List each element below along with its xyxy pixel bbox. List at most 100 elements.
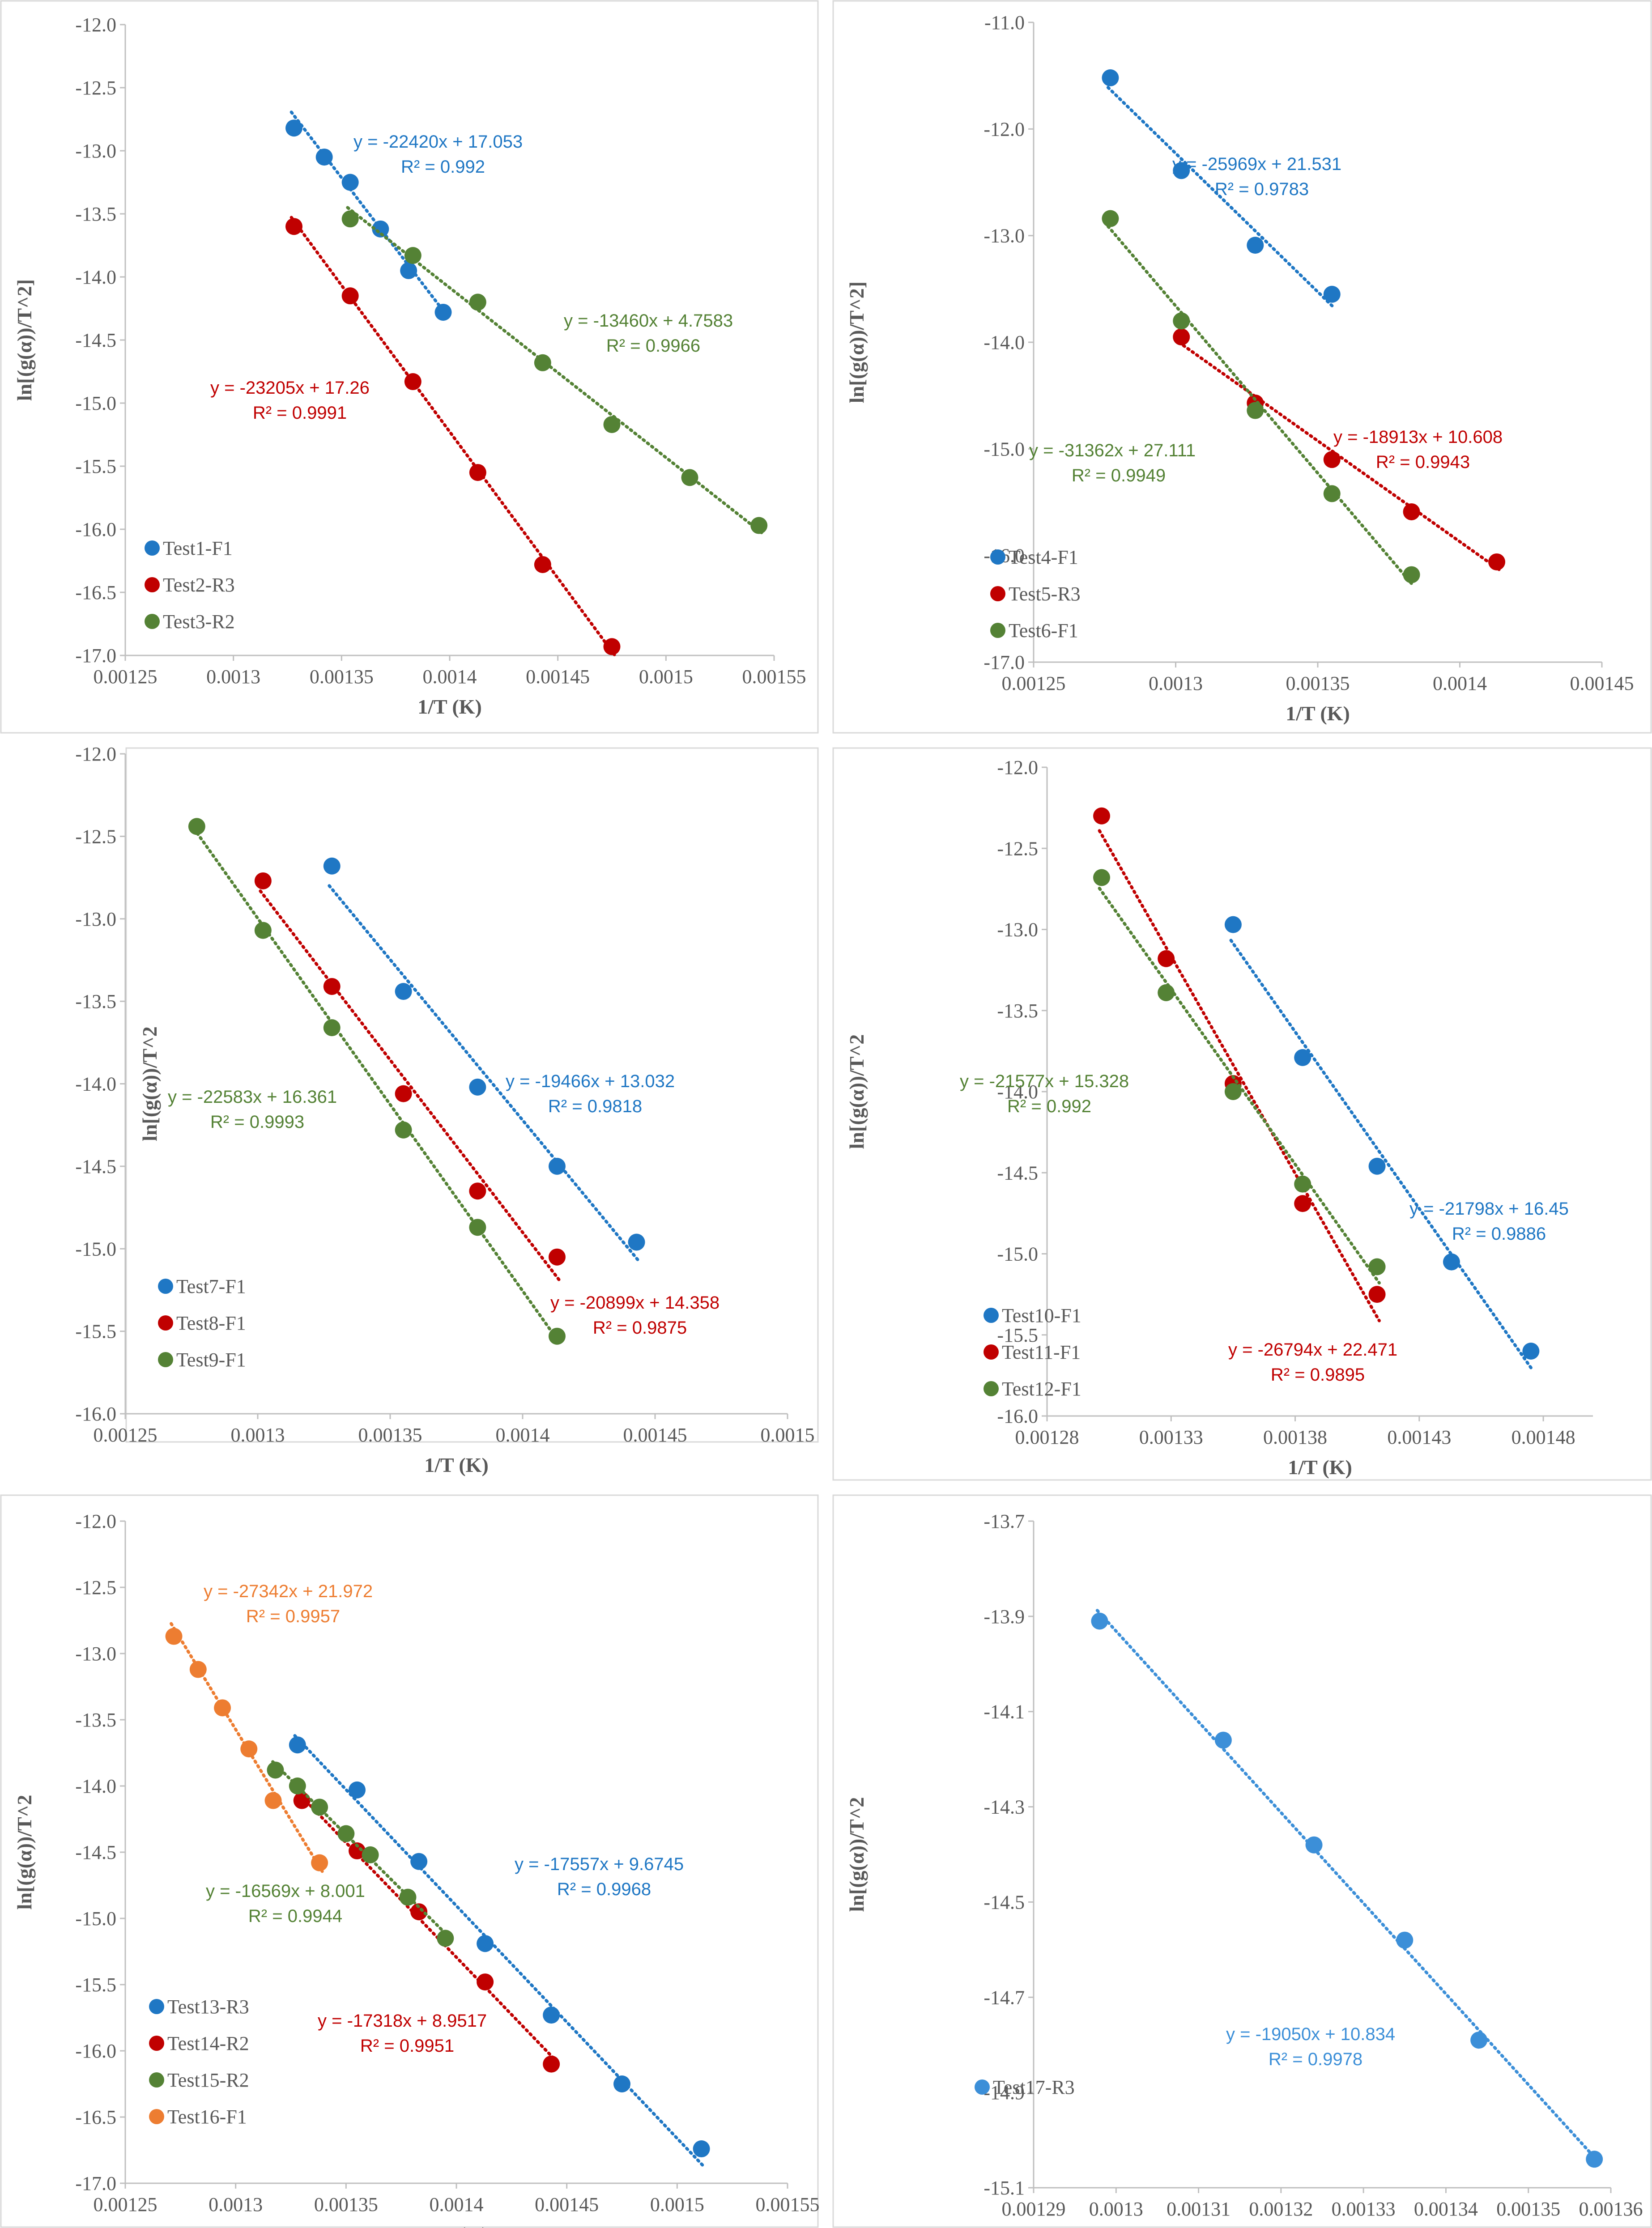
data-point-Test17-R3	[1586, 2151, 1603, 2168]
trendline-Test9-F1	[192, 827, 562, 1345]
x-tick-label: 0.00125	[1002, 672, 1066, 694]
x-tick-label: 0.00135	[310, 666, 374, 688]
y-tick-label: -12.5	[75, 825, 116, 847]
data-point-Test7-F1	[469, 1078, 486, 1096]
data-point-Test7-F1	[395, 983, 412, 1000]
y-tick-label: -16.5	[75, 2106, 116, 2128]
y-tick-label: -14.0	[997, 1081, 1038, 1103]
r-squared-label: R² = 0.9978	[1269, 2049, 1362, 2069]
data-point-Test4-F1	[1247, 237, 1264, 254]
x-tick-label: 0.00145	[526, 666, 590, 688]
legend-marker-Test17-R3	[975, 2079, 990, 2095]
x-tick-label: 0.0013	[1149, 672, 1203, 694]
data-point-Test5-R3	[1173, 328, 1190, 346]
data-point-Test14-R2	[477, 1973, 494, 1991]
trendline-equation: y = -22420x + 17.053	[353, 132, 523, 152]
data-point-Test1-F1	[400, 262, 417, 279]
y-tick-label: -14.5	[75, 1841, 116, 1863]
data-point-Test3-R2	[469, 293, 486, 311]
legend-label: Test15-R2	[167, 2069, 249, 2091]
legend-label: Test5-R3	[1009, 583, 1081, 605]
data-point-Test5-R3	[1488, 553, 1506, 570]
y-tick-label: -16.0	[75, 2040, 116, 2062]
x-tick-label: 0.00135	[1496, 2198, 1560, 2220]
data-point-Test14-R2	[410, 1903, 428, 1921]
data-point-Test12-F1	[1368, 1258, 1386, 1276]
r-squared-label: R² = 0.9783	[1215, 179, 1309, 199]
x-tick-label: 0.00135	[314, 2194, 378, 2215]
x-tick-label: 0.00155	[742, 666, 806, 688]
x-axis-title: 1/T (K)	[1288, 1456, 1352, 1479]
y-tick-label: -15.5	[75, 1321, 116, 1343]
data-point-Test13-R3	[693, 2140, 710, 2158]
trendline-Test8-F1	[259, 889, 562, 1282]
data-point-Test16-F1	[240, 1740, 258, 1758]
y-tick-label: -14.5	[997, 1162, 1038, 1184]
data-point-Test14-R2	[349, 1842, 366, 1860]
data-point-Test16-F1	[311, 1854, 328, 1871]
x-tick-label: 0.0014	[430, 2194, 484, 2215]
data-point-Test13-R3	[410, 1853, 428, 1870]
chart-border	[125, 747, 819, 1443]
chart-border	[832, 0, 1652, 734]
y-tick-label: -16.0	[997, 1405, 1038, 1427]
y-axis-title: ln[(g(α))/T^2	[845, 1034, 868, 1149]
trendline-equation: y = -17557x + 9.6745	[515, 1854, 684, 1874]
x-axis-title: 1/T (K)	[424, 2223, 489, 2228]
data-point-Test15-R2	[267, 1761, 284, 1779]
data-point-Test3-R2	[534, 354, 551, 371]
y-tick-label: -16.5	[75, 582, 116, 604]
data-point-Test12-F1	[1158, 984, 1175, 1001]
chart-panel-4: -12.0 -12.5 -13.0 -13.5 -14.0 -14.5 -15.0 -15.5…	[832, 747, 1652, 1481]
trendline-equation: y = -16569x + 8.001	[206, 1881, 365, 1901]
legend-marker-Test11-F1	[984, 1344, 999, 1360]
data-point-Test11-F1	[1368, 1286, 1386, 1303]
r-squared-label: R² = 0.9991	[253, 403, 347, 423]
data-point-Test15-R2	[289, 1777, 306, 1794]
data-point-Test3-R2	[404, 247, 422, 264]
x-tick-label: 0.00133	[1332, 2198, 1396, 2220]
data-point-Test16-F1	[189, 1661, 207, 1678]
data-point-Test10-F1	[1368, 1157, 1386, 1175]
trendline-equation: y = -31362x + 27.111	[1029, 441, 1196, 460]
y-tick-label: -14.7	[984, 1986, 1025, 2008]
y-tick-label: -17.0	[75, 2173, 116, 2194]
y-tick-label: -13.0	[984, 225, 1025, 247]
legend-marker-Test10-F1	[984, 1308, 999, 1323]
data-point-Test4-F1	[1102, 69, 1119, 86]
x-tick-label: 0.00145	[1570, 672, 1634, 694]
y-tick-label: -14.5	[984, 1891, 1025, 1913]
y-tick-label: -13.5	[75, 203, 116, 225]
y-tick-label: -15.0	[75, 1238, 116, 1260]
x-tick-label: 0.0013	[1089, 2198, 1143, 2220]
data-point-Test9-F1	[395, 1121, 412, 1139]
y-tick-label: -13.9	[984, 1606, 1025, 1628]
chart-panel-6: -13.7 -13.9 -14.1 -14.3 -14.5 -14.7 -14.9 -15.1…	[832, 1494, 1652, 2228]
trendline-equation: y = -21798x + 16.45	[1409, 1199, 1569, 1219]
legend-label: Test12-F1	[1002, 1378, 1081, 1400]
data-point-Test17-R3	[1091, 1612, 1108, 1630]
y-tick-label: -13.5	[75, 991, 116, 1012]
y-tick-label: -16.0	[75, 519, 116, 540]
x-tick-label: 0.0013	[209, 2194, 263, 2215]
data-point-Test1-F1	[315, 149, 333, 166]
y-tick-label: -15.0	[75, 392, 116, 414]
data-point-Test13-R3	[543, 2007, 560, 2024]
y-tick-label: -17.0	[75, 645, 116, 667]
data-point-Test13-R3	[349, 1781, 366, 1799]
x-axis-title: 1/T (K)	[417, 695, 482, 718]
legend-label: Test10-F1	[1002, 1305, 1081, 1327]
legend-marker-Test5-R3	[990, 586, 1005, 601]
legend-marker-Test3-R2	[145, 614, 160, 629]
r-squared-label: R² = 0.992	[401, 157, 485, 177]
data-point-Test6-F1	[1247, 402, 1264, 419]
legend-label: Test17-R3	[993, 2076, 1075, 2098]
legend-marker-Test8-F1	[158, 1315, 173, 1331]
data-point-Test6-F1	[1173, 312, 1190, 330]
legend-marker-Test6-F1	[990, 623, 1005, 638]
x-tick-label: 0.0015	[761, 1424, 815, 1446]
y-tick-label: -13.7	[984, 1510, 1025, 1532]
data-point-Test3-R2	[681, 469, 698, 486]
trendline-equation: y = -17318x + 8.9517	[318, 2011, 487, 2031]
